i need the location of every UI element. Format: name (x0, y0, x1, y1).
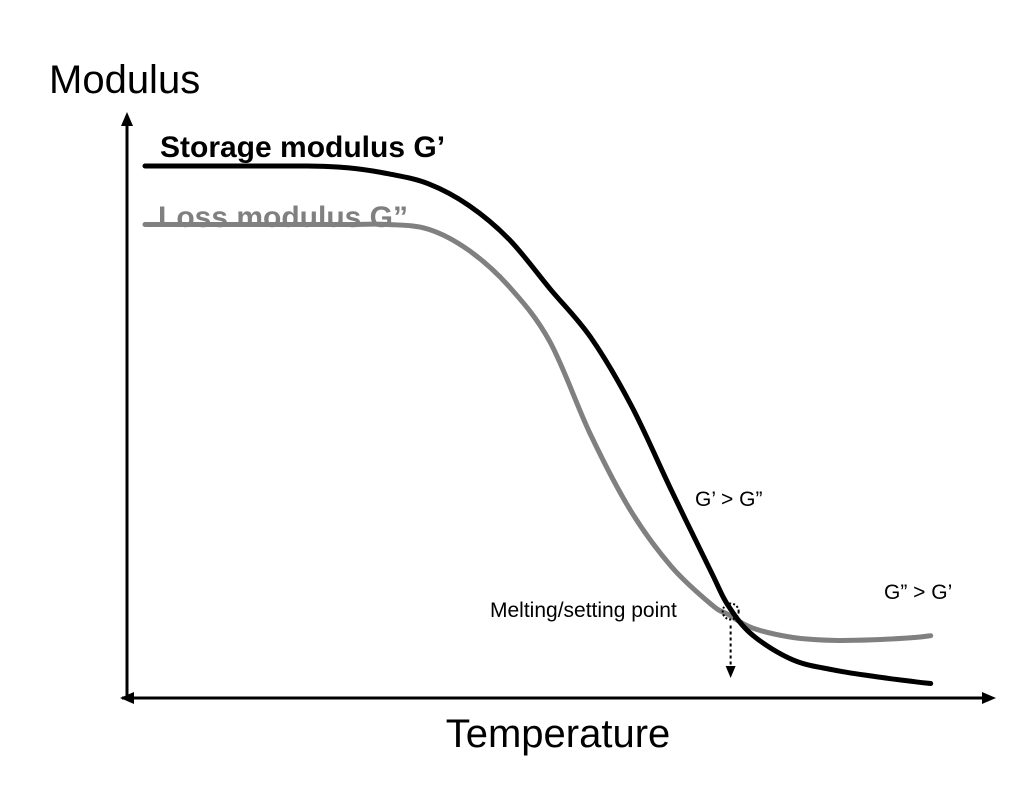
x-axis-left-arrowhead (120, 692, 134, 704)
y-axis-arrowhead (121, 112, 133, 126)
crossover-marker (721, 602, 740, 621)
series-line-loss-modulus (142, 221, 934, 644)
annotation-crossover-label: Melting/setting point (490, 599, 677, 622)
series-line-storage-modulus (142, 163, 934, 686)
annotation-g-prime-greater: G’ > G” (695, 488, 762, 511)
annotation-g-double-prime-greater: G” > G’ (884, 581, 952, 604)
y-axis-title: Modulus (49, 58, 200, 102)
legend-label-storage-modulus: Storage modulus G’ (160, 131, 445, 164)
crossover-drop-arrowhead (725, 666, 736, 678)
x-axis-title: Temperature (446, 712, 671, 756)
axes (120, 112, 996, 704)
legend-label-loss-modulus: Loss modulus G” (158, 201, 408, 234)
x-axis-arrowhead (982, 692, 996, 704)
